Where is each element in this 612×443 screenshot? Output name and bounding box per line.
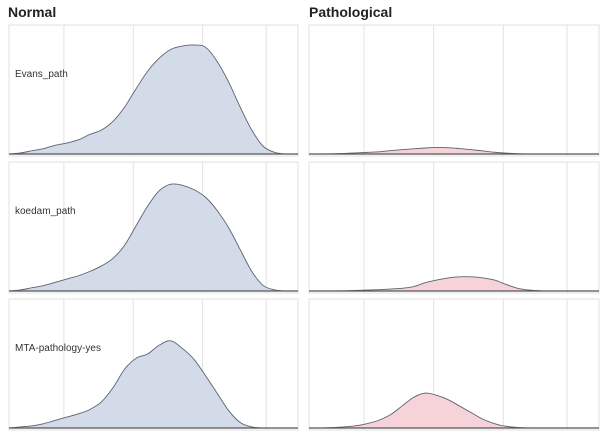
panel-pathological-evans-path — [308, 24, 600, 157]
column-title-normal: Normal — [8, 4, 56, 20]
density-area-normal-mta-pathology-yes — [9, 340, 298, 428]
density-area-pathological-koedam-path — [309, 276, 599, 291]
panel-normal-evans-path — [8, 24, 299, 157]
panel-normal-mta-pathology-yes — [8, 298, 299, 431]
panel-pathological-koedam-path — [308, 161, 600, 294]
panel-background — [308, 24, 600, 157]
row-labels: Evans_path koedam_path MTA-pathology-yes — [15, 69, 101, 354]
density-area-pathological-evans-path — [309, 147, 599, 154]
row-label-koedam-path: koedam_path — [15, 206, 76, 217]
density-curve-normal-mta-pathology-yes — [8, 340, 298, 429]
row-label-mta-pathology-yes: MTA-pathology-yes — [15, 343, 101, 354]
facet-panels — [8, 24, 600, 431]
panel-pathological-mta-pathology-yes — [308, 298, 600, 431]
panel-background — [308, 161, 600, 294]
density-area-normal-koedam-path — [9, 183, 298, 291]
density-area-normal-evans-path — [9, 44, 298, 154]
panel-normal-koedam-path — [8, 161, 299, 294]
density-curve-normal-evans-path — [8, 44, 298, 155]
density-curve-normal-koedam-path — [8, 183, 298, 292]
column-title-pathological: Pathological — [309, 4, 392, 20]
row-label-evans-path: Evans_path — [15, 69, 68, 80]
